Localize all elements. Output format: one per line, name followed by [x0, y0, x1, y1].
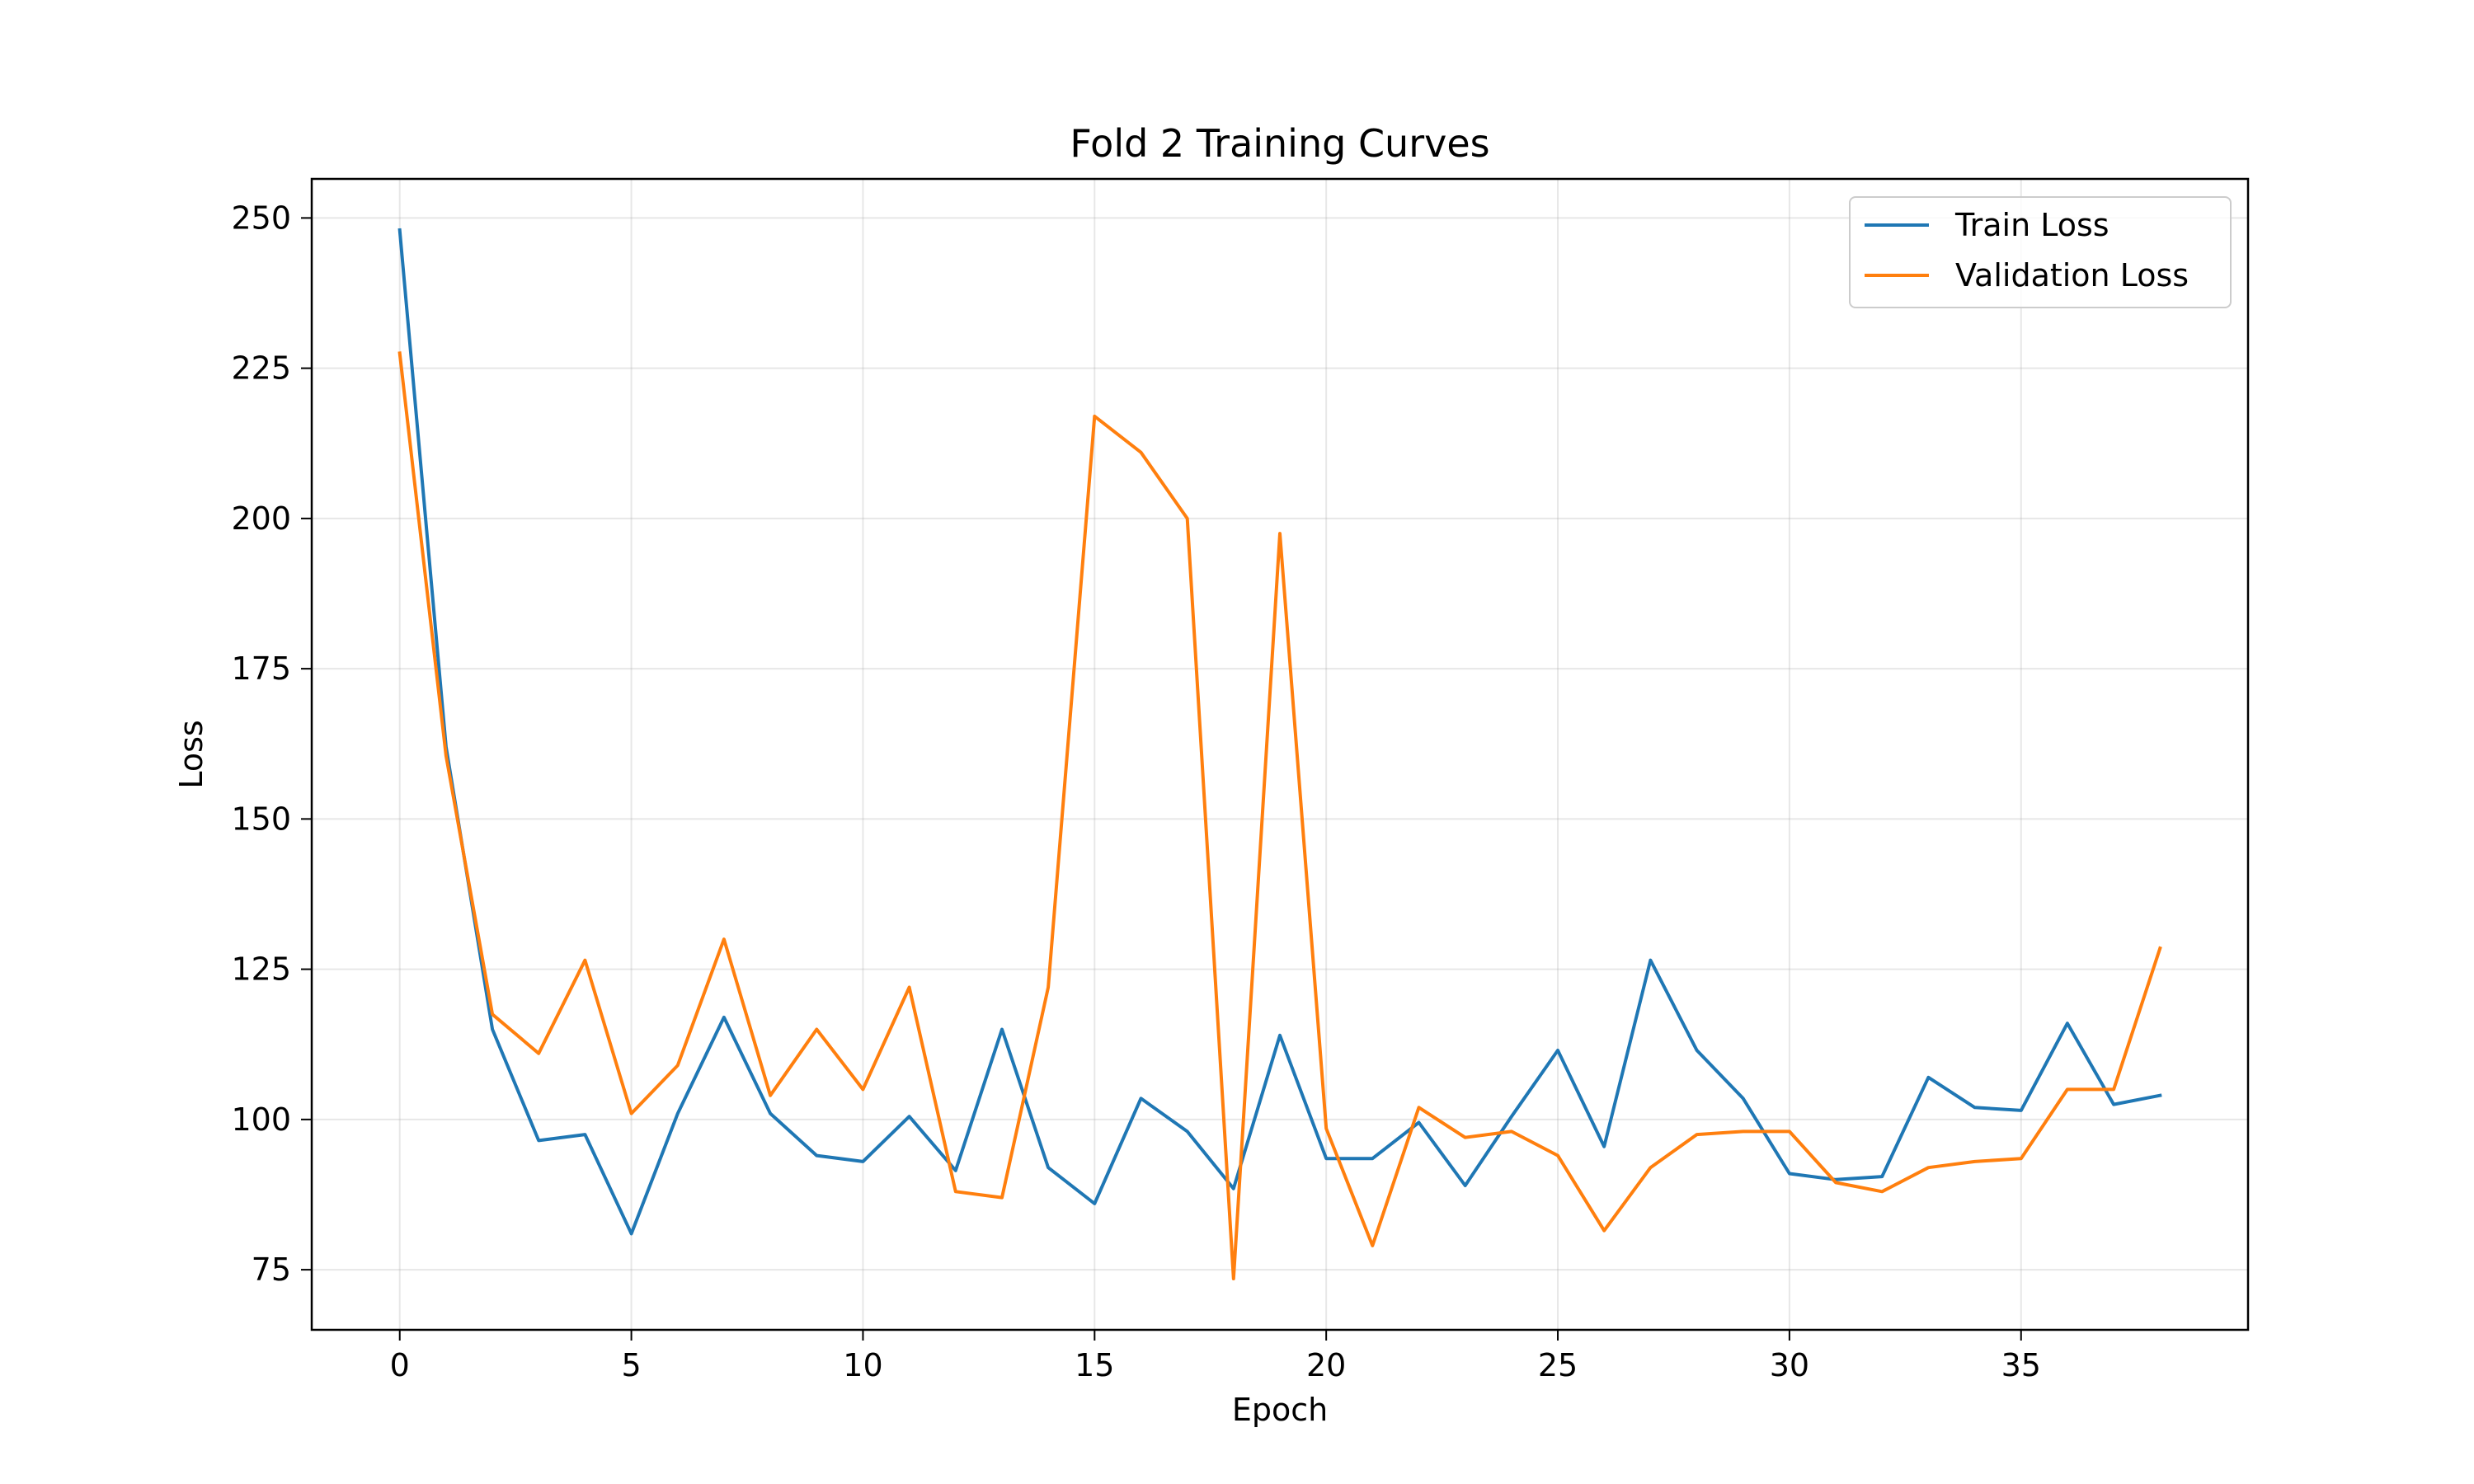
y-tick-label: 100	[231, 1101, 291, 1138]
legend-label: Train Loss	[1954, 207, 2109, 243]
y-tick-label: 250	[231, 200, 291, 236]
x-tick-label: 0	[390, 1347, 410, 1383]
x-tick-label: 20	[1306, 1347, 1346, 1383]
series-line-train-loss	[397, 228, 2162, 1236]
y-tick-label: 150	[231, 801, 291, 837]
x-tick-label: 15	[1075, 1347, 1114, 1383]
grid-lines	[312, 179, 2248, 1330]
y-axis-label: Loss	[173, 720, 209, 788]
x-axis-label: Epoch	[1232, 1392, 1328, 1428]
x-tick-label: 35	[2001, 1347, 2041, 1383]
legend: Train Loss Validation Loss	[1849, 196, 2232, 308]
chart-title: Fold 2 Training Curves	[1070, 121, 1489, 166]
x-tick-label: 10	[843, 1347, 882, 1383]
axis-ticks: 0 5 10 15 20 25 30 35 75 100 125 150 175 200 225 250	[231, 200, 2040, 1383]
series-line-validation-loss	[397, 351, 2162, 1280]
y-tick-label: 225	[231, 350, 291, 387]
x-tick-label: 25	[1538, 1347, 1578, 1383]
series-layer	[397, 228, 2162, 1280]
x-tick-label: 30	[1770, 1347, 1809, 1383]
legend-label: Validation Loss	[1955, 257, 2189, 294]
plot-frame	[310, 177, 2250, 1331]
y-tick-label: 200	[231, 500, 291, 537]
y-tick-label: 75	[252, 1252, 291, 1288]
x-tick-label: 5	[621, 1347, 641, 1383]
y-tick-label: 125	[231, 951, 291, 988]
y-tick-label: 175	[231, 650, 291, 687]
legend-box	[1849, 196, 2232, 308]
